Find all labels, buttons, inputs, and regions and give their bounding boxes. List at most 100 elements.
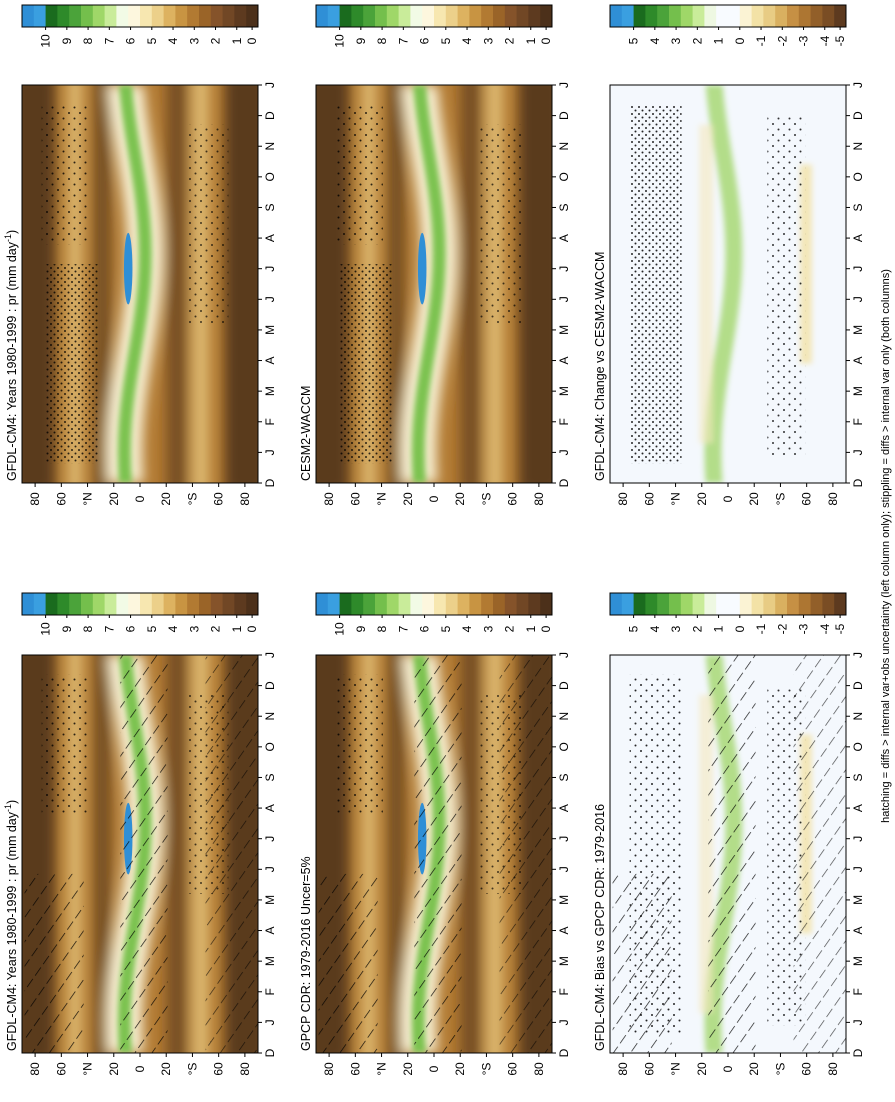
colorbar-swatch [246, 5, 259, 27]
colorbar-swatch [398, 5, 411, 27]
colorbar-row1-right: 10 9 8 7 6 5 4 3 2 1 0 [21, 4, 259, 48]
colorbar-tick-label: 1 [712, 37, 726, 44]
colorbar-tick-label: 8 [375, 625, 389, 632]
colorbar-swatch [493, 5, 506, 27]
colorbar-swatch [504, 5, 518, 27]
colorbar-tick-label: 5 [145, 37, 159, 44]
colorbar-tick-label: 2 [503, 37, 517, 44]
panel-title: GFDL-CM4: Years 1980-1999 : pr (mm day-1… [3, 230, 19, 481]
colorbar-tick-label: 6 [418, 37, 432, 44]
colorbar-swatch [751, 5, 764, 27]
month-tick-label: M [263, 325, 277, 335]
lat-tick-label: °S [773, 1063, 787, 1076]
colorbar-tick-label: 3 [187, 37, 201, 44]
dry-band-north [94, 655, 111, 1053]
month-tick-label: N [263, 712, 277, 721]
stippling-region [335, 674, 383, 815]
colorbar-frame [315, 4, 553, 28]
colorbar-swatch [645, 5, 658, 27]
colorbar-swatch [775, 5, 788, 27]
lat-tick-label: 60 [800, 492, 814, 506]
colorbar-tick-label: 6 [124, 625, 138, 632]
colorbar-swatch [327, 5, 341, 27]
colorbar-tick-label: 3 [669, 625, 683, 632]
colorbar-tick-label: 1 [712, 625, 726, 632]
colorbar-tick-label: 0 [733, 625, 747, 632]
colorbar-swatch [81, 5, 94, 27]
colorbar-swatch [704, 5, 717, 27]
bias-negative-band [800, 164, 812, 364]
dry-band-south [166, 655, 188, 1053]
colorbar-swatch [410, 5, 423, 27]
colorbar-tick-label: 10 [39, 34, 53, 48]
colorbar-tick-label: 9 [60, 625, 74, 632]
polar-band-south [518, 85, 552, 483]
stippling-region [479, 124, 523, 324]
lat-tick-label: 20 [747, 492, 761, 506]
month-tick-label: J [851, 836, 865, 842]
colorbar-swatch [798, 5, 812, 27]
dry-band-north [388, 85, 405, 483]
colorbar-tick-label: 8 [81, 625, 95, 632]
hatching-region [612, 873, 672, 1053]
colorbar-swatch [504, 593, 518, 615]
panel-title: GFDL-CM4: Bias vs GPCP CDR: 1979-2016 [593, 804, 607, 1051]
stippling-region [41, 674, 89, 815]
colorbar-tick-label: 2 [209, 625, 223, 632]
colorbar-swatch [57, 5, 70, 27]
colorbar-swatch [834, 5, 847, 27]
lat-tick-label: 80 [532, 1062, 546, 1076]
colorbar-swatch [621, 593, 635, 615]
lat-tick-label: 80 [28, 1062, 42, 1076]
colorbar-tick-label: 5 [145, 625, 159, 632]
colorbar-swatch [728, 593, 741, 615]
colorbar-swatch [351, 593, 364, 615]
colorbar-tick-label: 2 [690, 37, 704, 44]
colorbar-swatch [787, 593, 800, 615]
month-tick-label: S [851, 773, 865, 781]
month-tick-label: J [851, 866, 865, 872]
lat-tick-label: 0 [427, 1065, 441, 1072]
colorbar-swatch [633, 5, 646, 27]
month-tick-label: S [851, 203, 865, 211]
colorbar-tick-label: 8 [81, 37, 95, 44]
month-tick-label: F [263, 988, 277, 995]
lat-tick-label: 60 [642, 492, 656, 506]
dry-band-south [166, 85, 188, 483]
panel-model-right: 80 60 °N 20 0 20 °S 60 80 D J F M A M J J A S O N D J GFDL-CM4:… [3, 82, 277, 506]
month-tick-label: J [557, 1019, 571, 1025]
colorbar-swatch [69, 5, 82, 27]
month-tick-label: J [851, 296, 865, 302]
lat-tick-label: 60 [506, 492, 520, 506]
month-tick-label: J [557, 836, 571, 842]
month-tick-label: J [557, 266, 571, 272]
colorbar-tick-label: 3 [669, 37, 683, 44]
colorbar-swatch [187, 5, 200, 27]
hatching-region [708, 655, 756, 1053]
colorbar-tick-label: -3 [797, 623, 811, 634]
colorbar-tick-label: 9 [60, 37, 74, 44]
colorbar-swatch [528, 593, 541, 615]
colorbar-tick-label: 6 [124, 37, 138, 44]
colorbar-tick-label: 5 [627, 625, 641, 632]
colorbar-swatch [810, 593, 823, 615]
month-tick-label: A [263, 234, 277, 242]
month-tick-label: S [557, 773, 571, 781]
colorbar-swatch [739, 5, 753, 27]
month-tick-label: M [851, 956, 865, 966]
lat-tick-label: 60 [54, 1062, 68, 1076]
colorbar-swatch [210, 593, 224, 615]
month-tick-label: J [263, 1019, 277, 1025]
colorbar-swatch [481, 5, 494, 27]
month-tick-label: A [851, 804, 865, 812]
colorbar-swatch [116, 5, 129, 27]
month-tick-label: A [557, 234, 571, 242]
month-tick-label: O [263, 172, 277, 181]
colorbar-swatch [516, 593, 529, 615]
lat-tick-label: 20 [401, 1062, 415, 1076]
month-tick-label: D [263, 478, 277, 487]
colorbar-swatch [199, 5, 212, 27]
colorbar-swatch [363, 5, 376, 27]
month-tick-label: J [851, 266, 865, 272]
